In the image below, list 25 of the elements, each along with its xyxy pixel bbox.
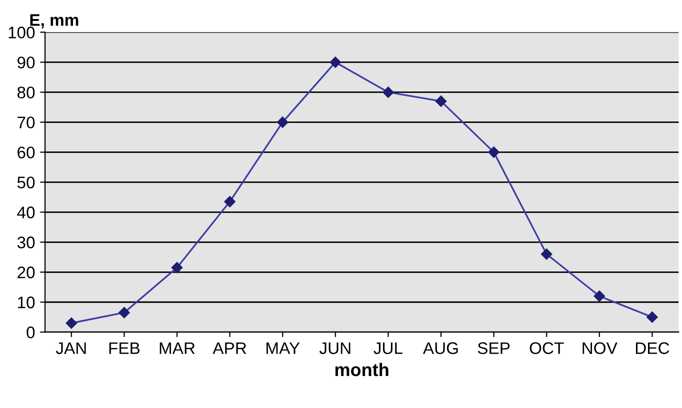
y-tick-label: 100 [8, 26, 35, 38]
x-tick-label: FEB [109, 342, 140, 354]
y-tick-label: 70 [18, 116, 35, 128]
y-tick-label: 60 [18, 146, 35, 158]
x-tick-label: JUL [374, 342, 402, 354]
x-tick-label: APR [212, 342, 246, 354]
y-tick-label: 0 [26, 326, 35, 338]
x-axis-title: month [335, 362, 388, 376]
x-tick-label: MAR [160, 342, 195, 354]
y-tick-label: 90 [18, 56, 35, 68]
y-tick-label: 10 [18, 296, 35, 308]
x-tick-label: JUN [319, 342, 350, 354]
x-tick-label: JAN [56, 342, 86, 354]
y-tick-label: 80 [17, 86, 35, 98]
x-tick-label: MAY [266, 342, 300, 354]
y-tick-label: 30 [17, 236, 35, 248]
y-tick-label: 40 [17, 206, 35, 218]
y-axis-title: E, mm [30, 14, 78, 28]
y-tick-label: 20 [18, 266, 35, 278]
x-tick-label: DEC [636, 342, 670, 354]
y-tick-label: 50 [17, 176, 35, 188]
x-tick-label: SEP [478, 342, 510, 354]
x-tick-label: NOV [582, 342, 618, 354]
x-tick-label: OCT [530, 342, 564, 354]
x-tick-label: AUG [422, 342, 458, 354]
